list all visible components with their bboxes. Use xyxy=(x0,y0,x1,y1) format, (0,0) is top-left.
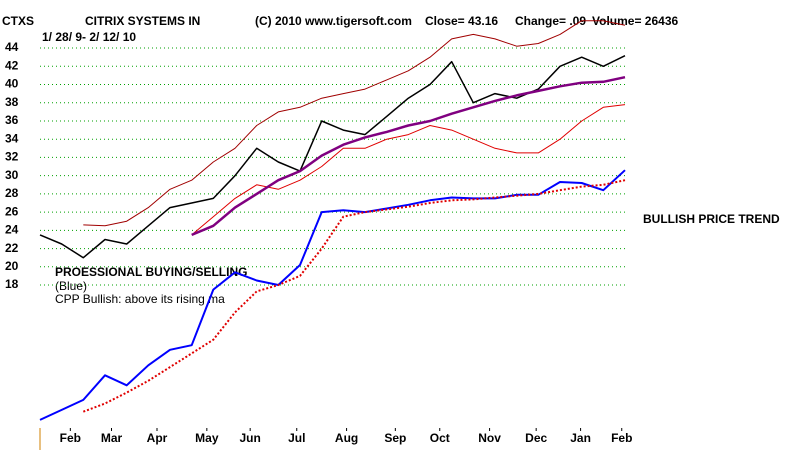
y-tick-label: 18 xyxy=(5,277,19,291)
x-tick-label: Nov xyxy=(478,431,501,445)
series-line xyxy=(191,104,626,236)
subtitle: 1/ 28/ 9- 2/ 12/ 10 xyxy=(42,30,136,44)
annotation: PROESSIONAL BUYING/SELLING xyxy=(55,265,247,279)
header-text: (C) 2010 www.tigersoft.com xyxy=(255,14,412,28)
header-text: Change= .09 xyxy=(515,14,586,28)
y-tick-label: 40 xyxy=(5,77,19,91)
y-tick-label: 28 xyxy=(5,186,19,200)
x-tick-label: Jan xyxy=(570,431,591,445)
y-tick-label: 26 xyxy=(5,204,19,218)
y-tick-label: 36 xyxy=(5,113,19,127)
x-tick-label: Mar xyxy=(101,431,123,445)
y-tick-label: 38 xyxy=(5,95,19,109)
series-line xyxy=(191,75,626,237)
x-tick-label: Aug xyxy=(335,431,358,445)
annotation: CPP Bullish: above its rising ma xyxy=(55,292,225,306)
y-tick-label: 30 xyxy=(5,168,19,182)
y-tick-label: 32 xyxy=(5,150,19,164)
y-tick-label: 20 xyxy=(5,259,19,273)
x-tick-label: Feb xyxy=(611,431,632,445)
x-tick-label: Jun xyxy=(239,431,260,445)
y-tick-label: 24 xyxy=(5,223,19,237)
series-line xyxy=(39,169,626,421)
series-line xyxy=(83,20,626,227)
series-line xyxy=(82,179,626,413)
annotation: (Blue) xyxy=(55,279,87,293)
annotation: BULLISH PRICE TREND xyxy=(643,212,780,226)
x-tick-label: May xyxy=(195,431,219,445)
chart-title: CITRIX SYSTEMS IN xyxy=(85,14,200,28)
x-tick-label: Jul xyxy=(288,431,305,445)
y-tick-label: 42 xyxy=(5,58,19,72)
y-tick-label: 44 xyxy=(5,40,19,54)
y-tick-label: 34 xyxy=(5,131,19,145)
header-text: Close= 43.16 xyxy=(425,14,498,28)
x-tick-label: Sep xyxy=(384,431,406,445)
ticker: CTXS xyxy=(2,14,34,28)
x-tick-label: Dec xyxy=(525,431,547,445)
x-tick-label: Feb xyxy=(60,431,81,445)
y-tick-label: 22 xyxy=(5,241,19,255)
x-tick-label: Apr xyxy=(147,431,168,445)
x-tick-label: Oct xyxy=(430,431,450,445)
header-text: Volume= 26436 xyxy=(592,14,678,28)
